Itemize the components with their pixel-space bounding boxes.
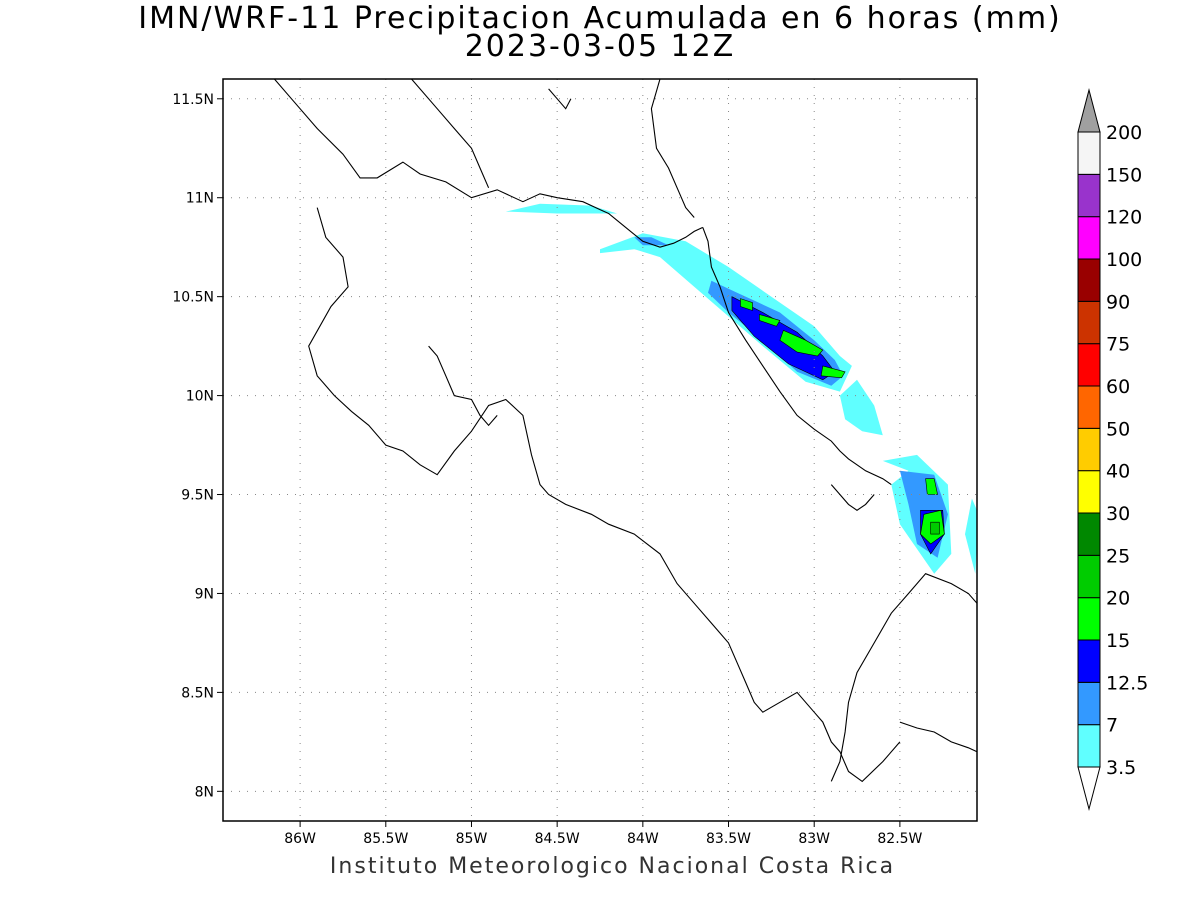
colorbar-swatch-7 [1077,681,1101,726]
colorbar-label: 7 [1106,715,1118,737]
precip-area-3_5-0 [505,203,618,214]
lat-tick-label: 8N [195,784,214,800]
precip-area-3_5-4 [965,498,977,574]
coastline [273,79,704,248]
colorbar-swatch-75 [1077,300,1101,345]
gridlines [223,79,977,821]
colorbar-swatch-25 [1077,512,1101,556]
lon-tick-label: 85.5W [363,831,408,847]
coastline [702,227,892,486]
colorbar-label: 200 [1106,122,1142,144]
lon-tick-label: 82.5W [877,831,922,847]
coastline [813,711,901,783]
lon-tick-label: 85W [456,831,488,847]
colorbar-label: 150 [1106,164,1142,186]
precip-area-15-14 [925,478,938,495]
lat-tick-label: 10.5N [172,290,214,306]
colorbar-swatch-150 [1077,131,1101,175]
lon-tick-label: 83W [798,831,830,847]
lat-tick-label: 8.5N [181,685,214,701]
map-timestamp: 2023-03-05 12Z [464,29,736,64]
colorbar-label: 50 [1106,418,1130,440]
colorbar-label: 100 [1106,249,1142,271]
coastline [650,79,695,218]
colorbar-label: 15 [1106,630,1130,652]
colorbar-swatch-40 [1077,427,1101,472]
lat-tick-label: 11.5N [172,92,214,108]
lon-tick-label: 84.5W [535,831,580,847]
colorbar-label: 30 [1106,503,1130,525]
colorbar-swatch-120 [1077,173,1101,218]
colorbar-swatch-12_5 [1077,639,1101,683]
colorbar-swatch-3_5 [1077,724,1101,768]
precip-area-15-11 [759,314,781,327]
coastline [899,721,977,753]
colorbar-above-triangle [1077,88,1101,133]
lat-tick-label: 9N [195,586,214,602]
colorbar-label: 40 [1106,461,1130,483]
precip-area-20-16 [930,521,940,535]
colorbar-label: 120 [1106,207,1142,229]
colorbar-swatch-90 [1077,258,1101,302]
precip-area-15-12 [779,329,824,357]
colorbar-label: 12.5 [1106,672,1148,694]
colorbar-swatch-30 [1077,470,1101,514]
coastline [548,88,572,110]
lon-tick-label: 83.5W [706,831,751,847]
colorbar-label: 25 [1106,545,1130,567]
colorbar-swatch-100 [1077,216,1101,260]
longitude-axis: 86W 85.5W 85W 84.5W 84W 83.5W 83W 82.5W [284,821,923,847]
colorbar-swatch-60 [1077,343,1101,387]
coastlines [273,79,977,783]
precip-area-3_5-2 [839,379,883,436]
map-frame [222,78,978,822]
footer-credit: Instituto Meteorologico Nacional Costa R… [329,854,896,879]
lat-tick-label: 9.5N [181,488,214,504]
colorbar-below-triangle [1077,766,1101,811]
colorbar-label: 60 [1106,376,1130,398]
colorbar-label: 75 [1106,334,1130,356]
coastline [428,345,498,427]
colorbar-label: 90 [1106,291,1130,313]
colorbar: 3.5 7 12.5 15 20 25 30 40 50 60 75 90 100 120 150 200 [1077,88,1148,811]
lon-tick-label: 84W [627,831,659,847]
lat-tick-label: 11N [186,191,214,207]
precipitation-layer [505,203,977,574]
lat-tick-label: 10N [186,389,214,405]
coastline [308,207,815,713]
colorbar-swatch-15 [1077,597,1101,641]
coastline [411,79,490,189]
lon-tick-label: 86W [284,831,316,847]
latitude-axis: 11.5N 11N 10.5N 10N 9.5N 9N 8.5N 8N [172,92,223,800]
map-title: IMN/WRF-11 Precipitacion Acumulada en 6 … [138,1,1062,36]
colorbar-swatch-20 [1077,554,1101,599]
coastline [830,573,977,782]
precip-area-15-10 [740,298,753,311]
colorbar-label: 20 [1106,588,1130,610]
coastline [830,484,875,511]
precip-area-15-13 [820,365,846,379]
colorbar-label: 3.5 [1106,757,1136,779]
colorbar-swatch-50 [1077,385,1101,429]
